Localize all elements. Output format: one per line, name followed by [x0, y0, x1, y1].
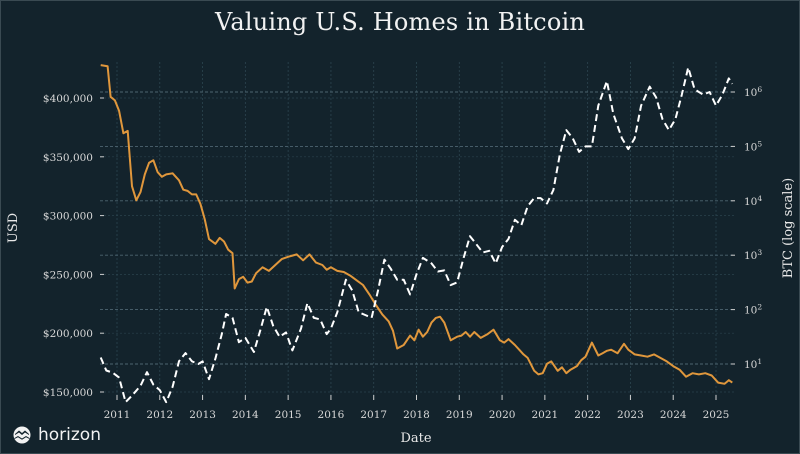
tick-exponent: 2 — [757, 303, 762, 312]
x-tick-label: 2024 — [660, 409, 687, 421]
tick-base: 10 — [744, 250, 757, 262]
brand-logo: horizon — [12, 425, 101, 445]
x-tick-label: 2012 — [146, 409, 173, 421]
tick-exponent: 5 — [757, 139, 762, 148]
tick-exponent: 3 — [757, 248, 762, 257]
tick-exponent: 4 — [757, 194, 762, 203]
tick-base: 10 — [744, 305, 757, 317]
x-tick-label: 2022 — [574, 409, 601, 421]
y-right-tick-label: 102 — [744, 303, 762, 317]
y-right-tick-label: 104 — [744, 194, 762, 208]
x-tick-label: 2023 — [617, 409, 644, 421]
y-axis-label-right: BTC (log scale) — [781, 178, 796, 278]
mountain-logo-icon — [13, 426, 31, 444]
series-line-usd — [100, 64, 733, 385]
y-left-tick-label: $150,000 — [43, 387, 93, 399]
axes: 2011 2012 2013 2014 2015 2016 2017 2018 2019 2020… — [43, 85, 762, 421]
y-left-tick-label: $300,000 — [43, 211, 93, 223]
x-tick-label: 2016 — [318, 409, 345, 421]
y-axis-label-left: USD — [6, 213, 21, 243]
y-right-tick-label: 106 — [744, 85, 762, 99]
tick-base: 10 — [744, 141, 757, 153]
logo-text: horizon — [38, 425, 101, 445]
chart-title: Valuing U.S. Homes in Bitcoin — [214, 8, 586, 36]
x-tick-label: 2014 — [232, 409, 259, 421]
x-tick-label: 2021 — [531, 409, 558, 421]
tick-exponent: 1 — [757, 357, 762, 366]
x-tick-label: 2013 — [189, 409, 216, 421]
tick-base: 10 — [744, 196, 757, 208]
y-left-tick-label: $400,000 — [43, 93, 93, 105]
series-layer — [99, 64, 734, 404]
y-right-tick-label: 101 — [744, 357, 762, 371]
tick-base: 10 — [744, 359, 757, 371]
x-tick-label: 2015 — [275, 409, 302, 421]
x-tick-label: 2017 — [360, 409, 387, 421]
x-tick-label: 2018 — [403, 409, 430, 421]
x-tick-label: 2020 — [489, 409, 516, 421]
series-line-btc — [99, 66, 734, 404]
y-right-tick-label: 103 — [744, 248, 762, 262]
tick-exponent: 6 — [757, 85, 762, 94]
y-left-tick-label: $250,000 — [43, 269, 93, 281]
grid — [100, 62, 735, 400]
x-tick-label: 2019 — [446, 409, 473, 421]
y-right-tick-label: 105 — [744, 139, 762, 153]
x-tick-label: 2025 — [703, 409, 730, 421]
y-left-tick-label: $200,000 — [43, 328, 93, 340]
y-left-tick-label: $350,000 — [43, 152, 93, 164]
x-axis-label: Date — [400, 431, 431, 446]
x-tick-label: 2011 — [104, 409, 131, 421]
tick-base: 10 — [744, 87, 757, 99]
